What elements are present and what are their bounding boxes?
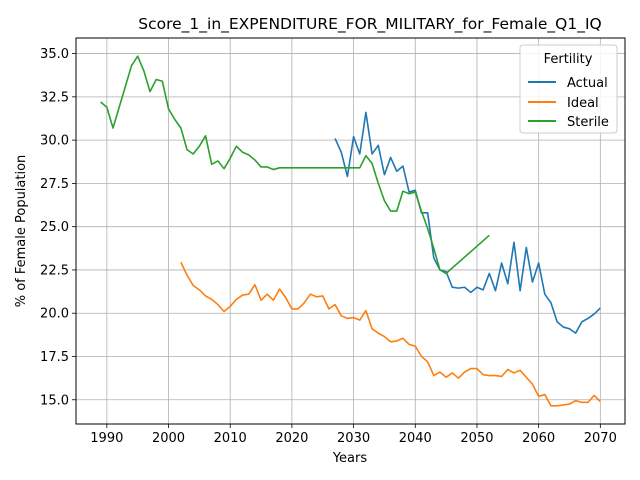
chart-title: Score_1_in_EXPENDITURE_FOR_MILITARY_for_… <box>138 15 602 34</box>
y-tick-label: 20.0 <box>40 307 69 322</box>
legend-title: Fertility <box>544 52 593 67</box>
series-line-actual <box>334 111 601 334</box>
y-tick-label: 22.5 <box>40 263 69 278</box>
legend-label-actual: Actual <box>567 76 608 91</box>
legend: Fertility Actual Ideal Sterile <box>519 44 618 134</box>
x-tick-label: 2030 <box>337 431 370 446</box>
x-tick-label: 2010 <box>214 431 247 446</box>
series-line-sterile <box>100 55 490 275</box>
y-tick-label: 17.5 <box>40 350 69 365</box>
x-tick-label: 2070 <box>584 431 617 446</box>
legend-box <box>519 44 618 134</box>
y-tick-label: 30.0 <box>40 134 69 149</box>
y-tick-label: 15.0 <box>40 393 69 408</box>
x-tick-label: 2000 <box>152 431 185 446</box>
legend-label-ideal: Ideal <box>567 96 599 111</box>
legend-label-sterile: Sterile <box>567 115 609 130</box>
x-axis: 1990 2000 2010 2020 2030 2040 2050 2060 2070 <box>90 424 617 446</box>
series-line-ideal <box>180 261 601 407</box>
y-axis: 15.0 17.5 20.0 22.5 25.0 27.5 30.0 32.5 35.0 <box>40 47 76 408</box>
y-axis-label: % of Female Population <box>14 155 29 308</box>
x-tick-label: 1990 <box>90 431 123 446</box>
y-tick-label: 27.5 <box>40 177 69 192</box>
plot-frame <box>75 37 626 425</box>
x-tick-label: 2050 <box>460 431 493 446</box>
y-tick-label: 35.0 <box>40 47 69 62</box>
x-tick-label: 2040 <box>399 431 432 446</box>
y-tick-label: 25.0 <box>40 220 69 235</box>
x-tick-label: 2020 <box>275 431 308 446</box>
y-tick-label: 32.5 <box>40 90 69 105</box>
x-tick-label: 2060 <box>522 431 555 446</box>
x-axis-label: Years <box>332 451 368 466</box>
series-layer <box>100 55 601 407</box>
